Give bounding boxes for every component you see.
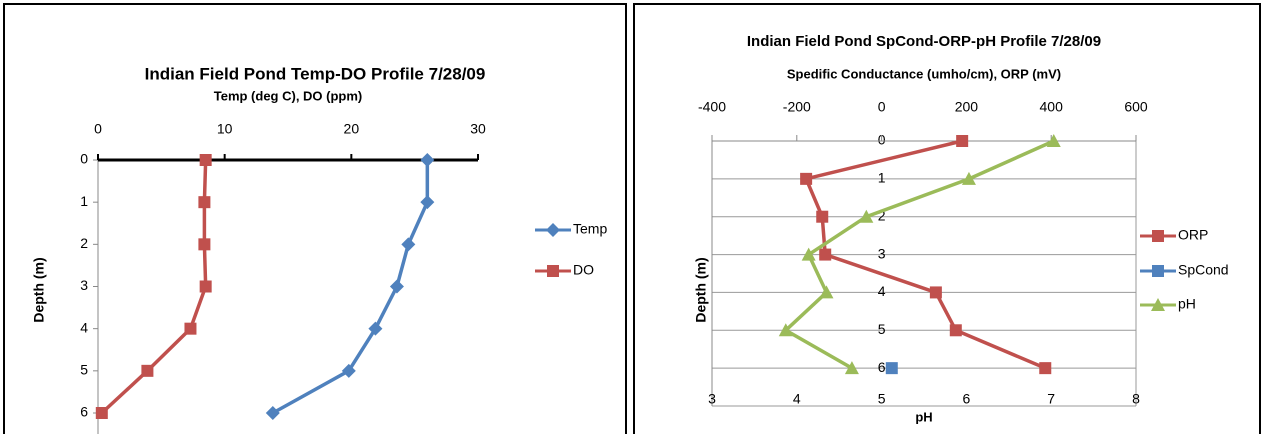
marker [265, 406, 280, 420]
x2-tick-label: 8 [1132, 391, 1140, 407]
x-tick-label: 400 [1040, 99, 1064, 115]
legend-label: ORP [1178, 227, 1208, 243]
marker [341, 363, 356, 378]
marker [199, 154, 212, 166]
marker [141, 364, 154, 377]
marker [1039, 362, 1052, 375]
marker [961, 171, 976, 185]
y-tick-label: 6 [80, 404, 88, 420]
y-tick-label: 3 [80, 277, 88, 293]
legend-marker [546, 223, 560, 237]
marker [1046, 134, 1061, 147]
marker [420, 153, 435, 167]
legend-marker [1151, 298, 1165, 311]
marker [819, 285, 834, 299]
marker [819, 248, 832, 261]
y-tick-label: 1 [80, 193, 88, 209]
legend-label: DO [573, 262, 594, 278]
x2-axis-label: pH [915, 409, 932, 424]
y-axis-label: Depth (m) [693, 257, 709, 322]
chart-title: Indian Field Pond SpCond-ORP-pH Profile … [747, 33, 1101, 50]
legend-label: pH [1178, 296, 1196, 312]
marker [929, 286, 942, 299]
legend-marker [547, 265, 559, 277]
x-tick-label: 30 [470, 121, 486, 137]
marker [778, 323, 793, 337]
y-tick-label: 2 [80, 235, 88, 251]
marker [800, 172, 813, 185]
x-tick-label: 0 [878, 99, 886, 115]
marker [816, 210, 829, 223]
y-axis-label: Depth (m) [31, 257, 47, 322]
marker [198, 238, 211, 251]
marker [420, 195, 435, 210]
marker [859, 209, 874, 223]
marker [956, 135, 969, 147]
marker [844, 361, 859, 375]
y-tick-label: 4 [80, 319, 88, 335]
x2-tick-label: 7 [1047, 391, 1055, 407]
x-tick-label: 600 [1124, 99, 1148, 115]
marker [184, 322, 197, 335]
x-tick-label: 0 [94, 121, 102, 137]
legend-label: SpCond [1178, 262, 1229, 278]
legend-label: Temp [573, 221, 607, 237]
legend-marker [1152, 230, 1164, 242]
marker [198, 196, 211, 209]
series-line [100, 159, 208, 415]
x-tick-label: 200 [955, 99, 979, 115]
y-tick-label: 5 [80, 362, 88, 378]
x-tick-label: 20 [344, 121, 360, 137]
legend-marker [1152, 265, 1164, 277]
y-tick-label: 0 [80, 151, 88, 167]
y-tick-label: 2 [878, 207, 886, 223]
x-axis-label: Spedific Conductance (umho/cm), ORP (mV) [787, 66, 1061, 81]
marker [389, 279, 404, 294]
x2-tick-label: 3 [708, 391, 716, 407]
chart-title: Indian Field Pond Temp-DO Profile 7/28/0… [145, 64, 486, 83]
marker [401, 237, 416, 252]
y-tick-label: 6 [878, 359, 886, 375]
y-tick-label: 3 [878, 245, 886, 261]
marker [368, 321, 383, 336]
x-tick-label: -400 [698, 99, 726, 115]
panel-border [3, 3, 627, 434]
marker [885, 362, 898, 375]
x2-tick-label: 6 [963, 391, 971, 407]
x-axis-label: Temp (deg C), DO (ppm) [214, 88, 363, 103]
marker [95, 407, 108, 419]
y-tick-label: 4 [878, 283, 886, 299]
marker [199, 280, 212, 293]
marker [801, 247, 816, 261]
x2-tick-label: 5 [878, 391, 886, 407]
marker [949, 324, 962, 337]
x2-tick-label: 4 [793, 391, 801, 407]
y-tick-label: 1 [878, 170, 886, 186]
y-tick-label: 5 [878, 321, 886, 337]
x-tick-label: 10 [217, 121, 233, 137]
panel-border [633, 3, 1261, 434]
x-tick-label: -200 [783, 99, 811, 115]
